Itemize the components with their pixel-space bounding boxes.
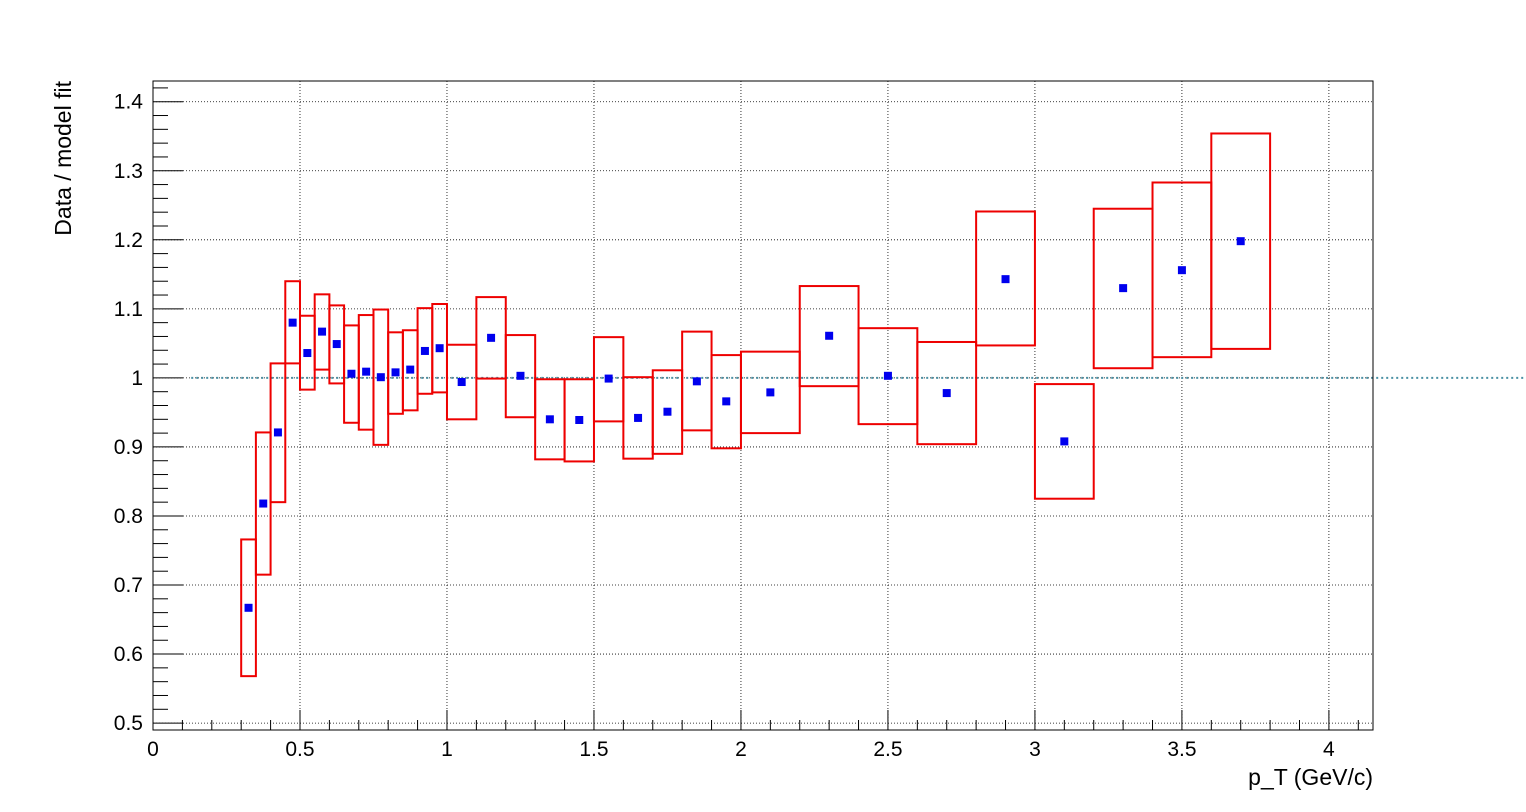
uncertainty-box	[240, 538, 257, 678]
y-tick-label: 0.7	[114, 574, 143, 597]
axis-ticks	[152, 87, 1359, 730]
uncertainty-box	[916, 340, 978, 446]
data-point	[516, 371, 525, 380]
data-point	[244, 603, 253, 612]
data-points	[244, 237, 1245, 612]
data-point	[883, 371, 892, 380]
x-tick-label: 4	[1323, 738, 1335, 761]
y-tick-label: 1.3	[114, 160, 143, 183]
data-point	[1060, 437, 1069, 446]
x-tick-label: 0.5	[285, 738, 314, 761]
data-point	[347, 369, 356, 378]
x-tick-label: 2.5	[873, 738, 902, 761]
uncertainty-box	[445, 343, 478, 421]
uncertainty-box	[739, 350, 801, 435]
x-tick-label: 2	[735, 738, 747, 761]
grid-lines	[153, 81, 1373, 730]
y-tick-labels: 0.5 0.6 0.7 0.8 0.9 1 1.1 1.2 1.3 1.4	[114, 91, 144, 735]
x-tick-label: 0	[147, 738, 159, 761]
x-axis-title: p_T (GeV/c)	[1248, 764, 1373, 790]
y-axis-title: Data / model fit	[50, 80, 76, 235]
data-point	[318, 327, 327, 336]
data-point	[362, 367, 371, 376]
data-point	[692, 377, 701, 386]
uncertainty-box	[1210, 132, 1272, 350]
uncertainty-box	[1033, 383, 1095, 500]
data-point	[391, 368, 400, 377]
data-point	[259, 499, 268, 508]
y-tick-label: 0.5	[114, 712, 143, 735]
y-tick-label: 0.6	[114, 643, 143, 666]
uncertainty-boxes	[240, 132, 1272, 678]
data-point	[1119, 284, 1128, 293]
data-point	[1001, 275, 1010, 284]
uncertainty-box	[269, 362, 287, 504]
plot-frame	[152, 80, 1374, 731]
x-tick-label: 3	[1029, 738, 1041, 761]
data-point	[288, 318, 297, 327]
y-tick-label: 1.2	[114, 229, 143, 252]
data-point	[457, 378, 466, 387]
y-tick-label: 0.8	[114, 505, 143, 528]
data-point	[273, 428, 282, 437]
data-point	[545, 415, 554, 424]
data-point	[332, 340, 341, 349]
uncertainty-box	[975, 210, 1036, 347]
data-point	[435, 344, 444, 353]
data-point	[604, 374, 613, 383]
x-tick-label: 3.5	[1167, 738, 1196, 761]
uncertainty-box	[504, 334, 537, 419]
data-point	[825, 331, 834, 340]
x-tick-labels: 0 0.5 1 1.5 2 2.5 3 3.5 4	[147, 738, 1335, 761]
data-point	[634, 413, 643, 422]
data-point	[376, 373, 385, 382]
data-point	[663, 407, 672, 416]
data-point	[1236, 237, 1245, 246]
data-point	[942, 389, 951, 398]
y-tick-label: 0.9	[114, 436, 143, 459]
data-point	[420, 346, 429, 355]
data-point	[1177, 266, 1186, 275]
y-tick-label: 1.4	[114, 91, 144, 114]
x-tick-label: 1.5	[579, 738, 608, 761]
data-point	[303, 349, 312, 358]
data-point	[722, 397, 731, 406]
uncertainty-box	[254, 431, 272, 576]
data-point	[406, 365, 415, 374]
data-point	[575, 415, 584, 424]
y-tick-label: 1.1	[114, 298, 143, 321]
x-tick-label: 1	[441, 738, 453, 761]
data-point	[766, 388, 775, 397]
y-tick-label: 1	[131, 367, 143, 390]
data-point	[487, 333, 496, 342]
